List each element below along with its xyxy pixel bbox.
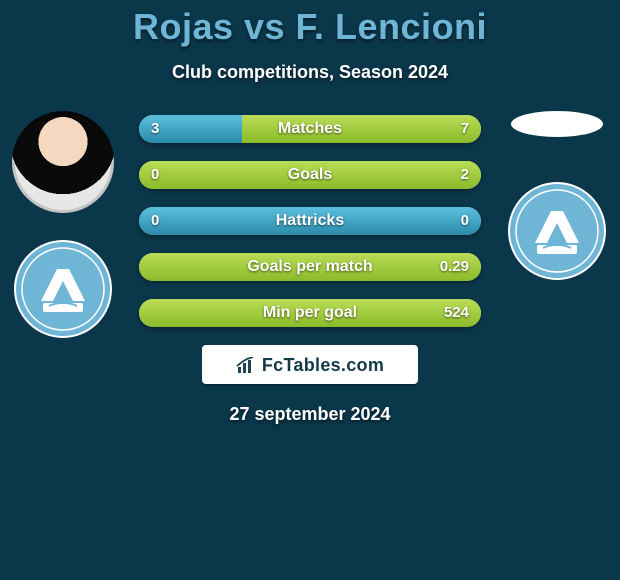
stat-label: Goals: [139, 161, 481, 189]
left-club-crest: [13, 239, 113, 339]
stat-bar-goals: 0 Goals 2: [139, 161, 481, 189]
stat-bar-min-per-goal: Min per goal 524: [139, 299, 481, 327]
stat-right-value: 0.29: [440, 253, 469, 281]
stat-label: Min per goal: [139, 299, 481, 327]
page-title: Rojas vs F. Lencioni: [0, 0, 620, 48]
stat-label: Matches: [139, 115, 481, 143]
stat-right-value: 7: [461, 115, 469, 143]
brand-text: FcTables.com: [262, 355, 384, 376]
stat-bar-goals-per-match: Goals per match 0.29: [139, 253, 481, 281]
stat-right-value: 524: [444, 299, 469, 327]
stat-bar-hattricks: 0 Hattricks 0: [139, 207, 481, 235]
stat-label: Hattricks: [139, 207, 481, 235]
stat-right-value: 2: [461, 161, 469, 189]
comparison-stage: 3 Matches 7 0 Goals 2 0 Hattricks 0 Goal…: [0, 111, 620, 327]
right-player-photo-placeholder: [511, 111, 603, 137]
brand-badge: FcTables.com: [202, 345, 418, 384]
stat-bars: 3 Matches 7 0 Goals 2 0 Hattricks 0 Goal…: [139, 111, 481, 327]
crest-icon: [13, 239, 113, 339]
left-player-photo: [12, 111, 114, 213]
right-club-crest: [507, 181, 607, 281]
right-player-column: [502, 111, 612, 281]
bar-chart-icon: [236, 357, 258, 375]
stat-right-value: 0: [461, 207, 469, 235]
page-subtitle: Club competitions, Season 2024: [0, 62, 620, 83]
stat-bar-matches: 3 Matches 7: [139, 115, 481, 143]
stat-label: Goals per match: [139, 253, 481, 281]
left-player-column: [8, 111, 118, 339]
date-label: 27 september 2024: [0, 404, 620, 425]
crest-icon: [507, 181, 607, 281]
